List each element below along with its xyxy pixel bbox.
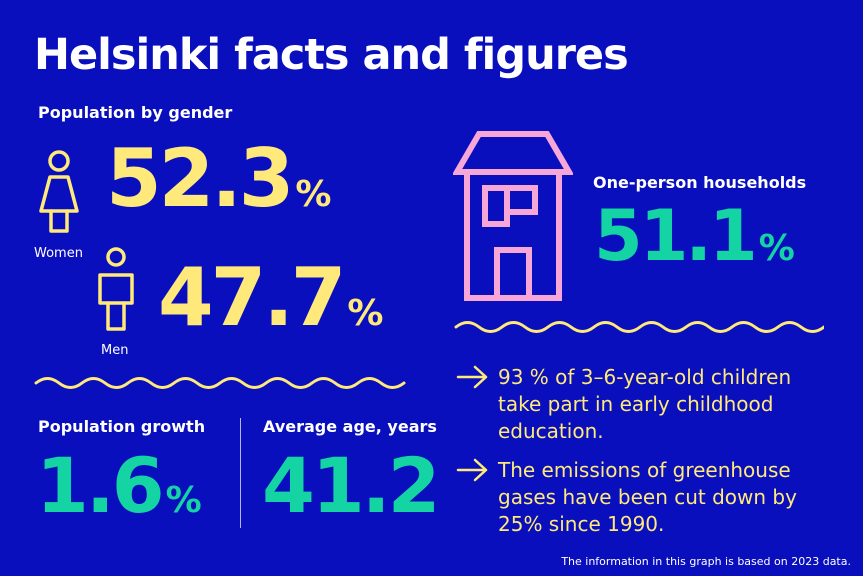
house-icon: [453, 131, 573, 301]
growth-percentage: 1.6%: [36, 441, 202, 530]
growth-label: Population growth: [38, 417, 206, 436]
gender-section-label: Population by gender: [38, 103, 233, 122]
wave-divider-left: [34, 377, 406, 389]
vertical-divider: [240, 418, 241, 528]
wave-divider-right: [454, 321, 824, 333]
age-value: 41.2: [262, 441, 441, 530]
footer-note: The information in this graph is based o…: [561, 555, 851, 568]
age-label: Average age, years: [263, 417, 437, 436]
women-label: Women: [34, 246, 83, 261]
men-percentage: 47.7%: [158, 251, 384, 344]
arrow-right-icon: [456, 458, 488, 482]
page-title: Helsinki facts and figures: [34, 30, 629, 80]
man-icon: [98, 247, 134, 331]
arrow-right-icon: [456, 365, 488, 389]
households-percentage: 51.1%: [594, 195, 795, 277]
women-percentage: 52.3%: [106, 132, 332, 225]
fact-item: 93 % of 3–6-year-old children take part …: [456, 364, 828, 445]
households-label: One-person households: [593, 173, 807, 192]
men-label: Men: [101, 343, 129, 358]
woman-icon: [39, 150, 79, 233]
fact-item: The emissions of greenhouse gases have b…: [456, 457, 828, 538]
